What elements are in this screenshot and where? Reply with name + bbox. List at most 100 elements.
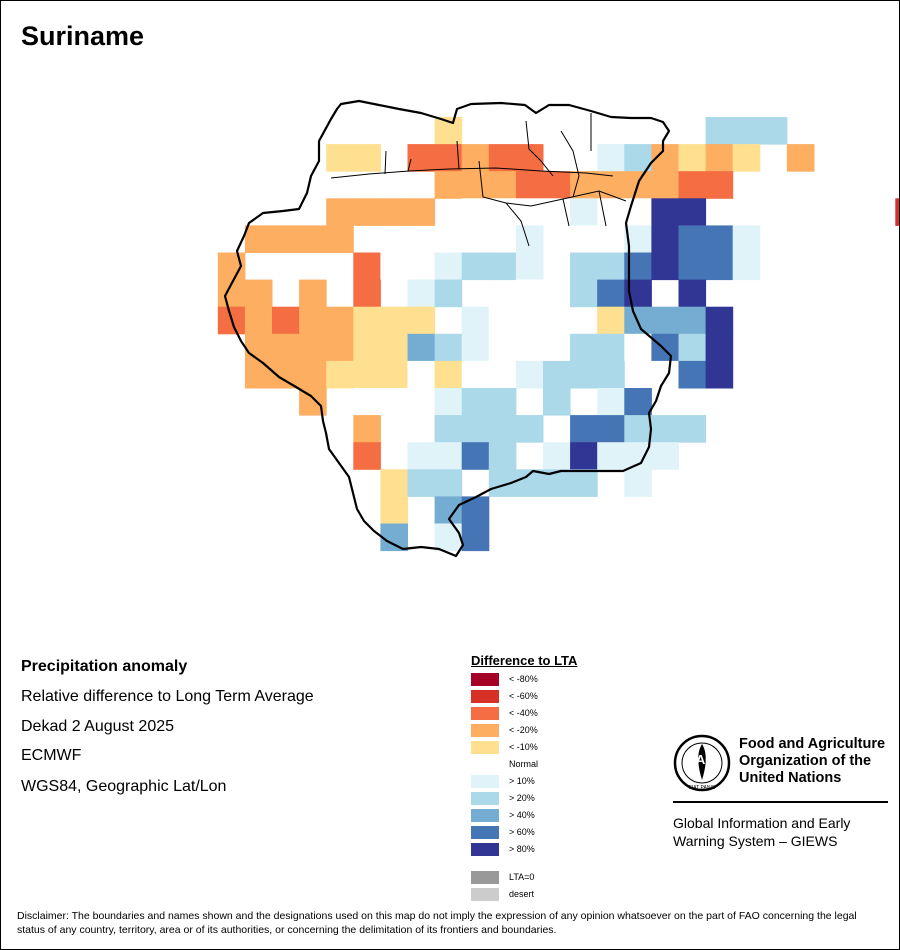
grid-cell xyxy=(434,225,463,253)
grid-cell xyxy=(488,225,517,253)
grid-cell xyxy=(624,442,652,470)
fao-emblem-text: FAO xyxy=(689,752,716,767)
grid-cell xyxy=(570,198,598,226)
anomaly-map xyxy=(217,99,899,558)
grid-cell xyxy=(326,144,354,172)
grid-cell xyxy=(651,415,679,443)
grid-cell xyxy=(732,144,761,172)
legend-item: < -10% xyxy=(471,740,538,754)
grid-cell xyxy=(678,252,707,281)
grid-cell xyxy=(570,333,598,362)
grid-cell xyxy=(705,360,734,389)
grid-cell xyxy=(407,360,436,389)
fao-name-line: United Nations xyxy=(739,770,842,786)
legend-item: < -60% xyxy=(471,689,538,703)
grid-cell xyxy=(244,279,273,308)
grid-cell xyxy=(299,333,327,362)
grid-cell xyxy=(380,198,408,226)
grid-cell xyxy=(624,469,652,497)
legend-label: < -80% xyxy=(509,674,538,684)
grid-cell xyxy=(461,171,490,199)
grid-cell xyxy=(353,442,381,470)
legend-label: < -10% xyxy=(509,742,538,752)
grid-cell xyxy=(705,225,734,253)
grid-cell xyxy=(678,198,707,226)
grid-cell xyxy=(515,333,544,362)
grid-cell xyxy=(515,252,544,281)
grid-cell xyxy=(678,279,707,308)
grid-cell xyxy=(380,306,408,335)
grid-cell xyxy=(272,225,300,253)
legend-swatch xyxy=(471,870,499,884)
anomaly-grid xyxy=(217,117,899,552)
grid-cell xyxy=(705,306,734,335)
grid-cell xyxy=(624,117,652,145)
grid-cell xyxy=(488,252,517,281)
legend-label: desert xyxy=(509,889,535,899)
grid-cell xyxy=(461,442,490,470)
grid-cell xyxy=(299,360,327,389)
grid-cell xyxy=(678,306,707,335)
disclaimer: Disclaimer: The boundaries and names sho… xyxy=(17,910,857,936)
legend-item: > 40% xyxy=(471,808,535,822)
grid-cell xyxy=(461,144,490,172)
map-title: Suriname xyxy=(21,21,145,51)
grid-cell xyxy=(353,360,381,389)
grid-cell xyxy=(678,117,707,145)
grid-cell xyxy=(488,171,517,199)
grid-cell xyxy=(597,117,625,145)
legend-item: > 80% xyxy=(471,842,535,856)
grid-cell xyxy=(624,415,652,443)
grid-cell xyxy=(570,117,598,145)
grid-cell xyxy=(597,388,625,416)
wheat-ear-icon xyxy=(698,744,706,780)
legend-label: > 20% xyxy=(509,793,535,803)
grid-cell xyxy=(597,144,625,172)
grid-cell xyxy=(705,144,734,172)
grid-cell xyxy=(543,388,571,416)
legend-item: < -20% xyxy=(471,723,538,737)
grid-cell xyxy=(380,388,408,416)
grid-cell xyxy=(786,144,815,172)
grid-cell xyxy=(597,306,625,335)
legend-item: > 60% xyxy=(471,825,535,839)
grid-cell xyxy=(380,252,408,281)
grid-cell xyxy=(244,360,273,389)
fao-name-line: Food and Agriculture xyxy=(739,736,886,752)
grid-cell xyxy=(244,225,273,253)
grid-cell xyxy=(461,415,490,443)
grid-cell xyxy=(570,225,598,253)
grid-cell xyxy=(272,306,300,335)
grid-cell xyxy=(597,415,625,443)
grid-cell xyxy=(678,171,707,199)
grid-cell xyxy=(353,415,381,443)
giews-line: Warning System – GIEWS xyxy=(673,833,838,849)
grid-cell xyxy=(434,171,463,199)
legend-swatch xyxy=(471,757,499,771)
grid-cell xyxy=(299,225,327,253)
grid-cell xyxy=(299,306,327,335)
grid-cell xyxy=(678,333,707,362)
grid-cell xyxy=(515,415,544,443)
grid-cell xyxy=(732,117,761,145)
grid-cell xyxy=(515,306,544,335)
grid-cell xyxy=(461,225,490,253)
legend-item: desert xyxy=(471,887,534,901)
legend-label: > 80% xyxy=(509,844,535,854)
legend-item: < -80% xyxy=(471,672,538,686)
legend-swatch xyxy=(471,791,499,805)
legend-label: < -60% xyxy=(509,691,538,701)
legend-item: > 20% xyxy=(471,791,535,805)
grid-cell xyxy=(461,252,490,281)
grid-cell xyxy=(326,333,354,362)
legend-item: Normal xyxy=(471,757,538,771)
grid-cell xyxy=(570,252,598,281)
legend-swatch xyxy=(471,808,499,822)
grid-cell xyxy=(244,306,273,335)
grid-cell xyxy=(543,171,571,199)
grid-cell xyxy=(407,442,436,470)
grid-cell xyxy=(461,333,490,362)
grid-cell xyxy=(434,279,463,308)
grid-cell xyxy=(434,388,463,416)
grid-cell xyxy=(434,415,463,443)
